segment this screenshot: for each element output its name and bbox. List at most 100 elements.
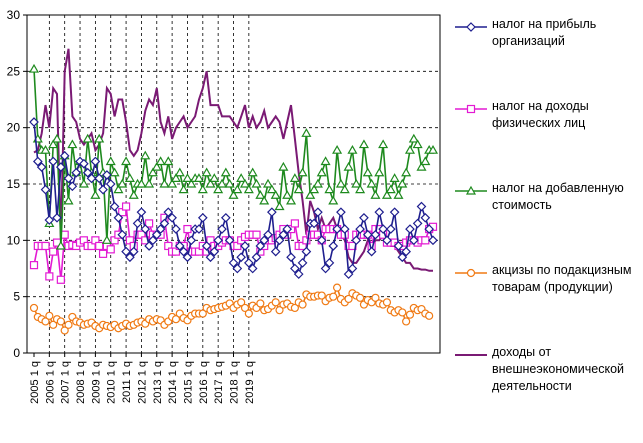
data-point: [167, 178, 178, 188]
data-point: [343, 161, 354, 171]
data-point: [117, 229, 128, 240]
data-point: [305, 190, 316, 199]
data-point: [216, 178, 228, 188]
data-point: [267, 207, 277, 218]
data-point: [259, 195, 270, 205]
data-point: [301, 246, 312, 257]
data-point: [290, 303, 299, 313]
data-point: [309, 218, 319, 229]
data-point: [298, 300, 307, 309]
data-point: [41, 241, 50, 251]
data-point: [408, 235, 419, 246]
data-point: [67, 139, 78, 149]
data-point: [105, 179, 116, 189]
data-point: [220, 167, 231, 177]
gridlines: [27, 15, 440, 353]
data-point: [401, 246, 411, 257]
data-point: [366, 246, 377, 257]
data-point: [339, 184, 350, 194]
legend-item: налог на прибыль организаций: [452, 12, 640, 94]
data-point: [201, 241, 212, 251]
data-point: [313, 207, 323, 218]
data-point: [159, 218, 170, 229]
data-point: [324, 258, 335, 268]
data-point: [140, 150, 151, 160]
data-point: [163, 207, 174, 218]
data-point: [320, 156, 331, 166]
legend-swatch: [455, 22, 487, 32]
legend-label: налог на прибыль организаций: [492, 17, 597, 48]
data-point: [252, 230, 261, 239]
legend: налог на прибыль организаций налог на дох…: [452, 12, 640, 422]
data-point: [144, 219, 154, 228]
data-point: [170, 173, 181, 182]
data-point: [393, 190, 404, 199]
data-point: [332, 283, 342, 292]
data-point: [262, 178, 274, 188]
data-point: [45, 272, 54, 281]
data-point: [63, 195, 74, 205]
x-tick-label: 2016 1 q: [198, 361, 210, 404]
data-point: [113, 212, 124, 223]
data-point: [151, 161, 162, 171]
data-point: [402, 317, 411, 326]
legend-label: налог на доходы физических лиц: [492, 99, 589, 130]
data-point: [329, 292, 338, 301]
data-point: [56, 275, 65, 284]
data-point: [121, 246, 131, 257]
data-point: [159, 178, 170, 188]
data-point: [128, 246, 139, 257]
data-point: [236, 173, 247, 182]
data-point: [293, 184, 304, 194]
data-point: [144, 178, 155, 188]
data-point: [385, 224, 396, 234]
data-point: [64, 320, 73, 329]
data-point: [98, 249, 108, 258]
data-point: [201, 167, 212, 177]
data-point: [186, 235, 197, 246]
data-point: [167, 212, 177, 223]
data-point: [71, 167, 82, 178]
data-point: [117, 178, 128, 188]
data-point: [393, 241, 404, 251]
data-point: [398, 308, 407, 317]
data-point: [278, 161, 289, 171]
x-tick-label: 2014 1 q: [167, 361, 179, 404]
data-point: [405, 310, 415, 319]
data-point: [428, 235, 438, 246]
data-point: [109, 167, 120, 177]
data-point: [56, 162, 66, 172]
data-point: [48, 139, 59, 149]
y-tick-label: 20: [7, 121, 21, 135]
data-point: [339, 224, 350, 234]
data-point: [316, 167, 327, 177]
data-point: [132, 218, 143, 229]
x-tick-label: 2018 1 q: [229, 361, 241, 404]
data-point: [125, 252, 135, 263]
data-point: [263, 229, 273, 240]
data-point: [182, 252, 193, 263]
data-point: [155, 156, 166, 166]
data-point: [382, 235, 392, 246]
data-point: [359, 212, 369, 223]
data-point: [171, 315, 181, 324]
data-point: [155, 224, 166, 234]
data-point: [45, 311, 54, 320]
data-point: [140, 224, 151, 234]
data-point: [351, 235, 362, 246]
data-point: [466, 22, 476, 32]
data-point: [106, 245, 115, 254]
data-point: [90, 190, 101, 199]
data-point: [309, 184, 320, 194]
data-point: [197, 212, 208, 223]
data-point: [421, 236, 430, 245]
data-point: [236, 252, 247, 263]
data-point: [121, 202, 131, 211]
data-point: [40, 184, 51, 195]
legend-label: налог на добавленную стоимость: [492, 181, 624, 212]
legend-item: налог на добавленную стоимость: [452, 176, 640, 258]
data-point: [136, 178, 147, 188]
data-point: [98, 184, 108, 195]
data-point: [256, 299, 265, 308]
